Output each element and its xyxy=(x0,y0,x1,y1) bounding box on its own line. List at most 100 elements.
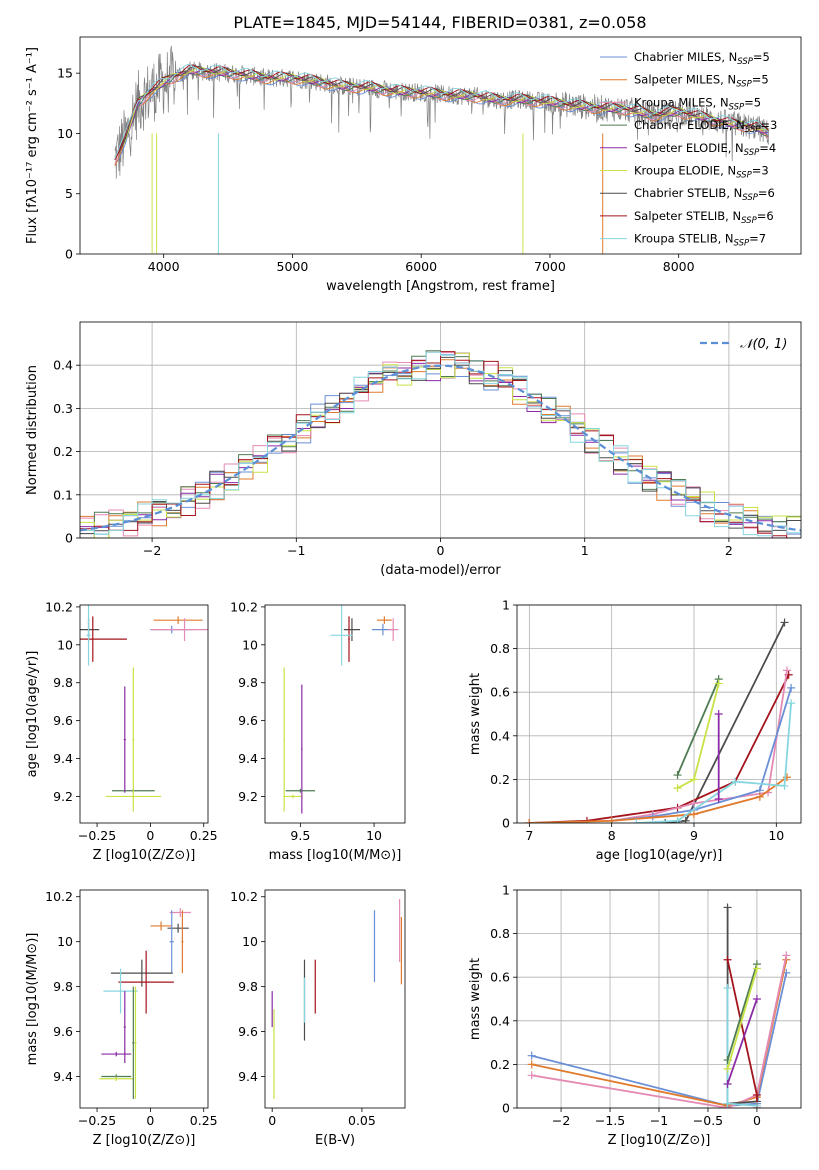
plot-area xyxy=(525,618,796,823)
y-tick-label: 10.2 xyxy=(45,889,73,904)
x-tick-label: 9.5 xyxy=(290,828,310,843)
weight-line-dgreen xyxy=(726,963,758,1061)
x-tick-label: 4000 xyxy=(148,259,180,274)
y-axis-label: mass weight xyxy=(468,958,483,1040)
x-axis-label: Z [log10(Z/Z⊙)] xyxy=(93,848,196,863)
weight-marker xyxy=(527,1060,536,1069)
y-tick-label: 0.4 xyxy=(490,728,510,743)
plot-area xyxy=(99,907,191,1100)
legend-label: Chabrier ELODIE, NSSP=3 xyxy=(634,118,777,135)
x-tick-label: −1 xyxy=(287,543,305,558)
y-tick-label: 10.2 xyxy=(230,889,258,904)
errorbar-point xyxy=(101,1051,132,1057)
errorbar-point xyxy=(330,605,353,666)
weight-marker xyxy=(782,951,791,960)
figure-title: PLATE=1845, MJD=54144, FIBERID=0381, z=0… xyxy=(233,13,646,32)
x-tick-label: 0 xyxy=(146,828,154,843)
legend-label: Chabrier STELIB, NSSP=6 xyxy=(634,186,775,203)
y-tick-label: 9.2 xyxy=(53,789,73,804)
errorbar-point xyxy=(132,667,135,812)
weight-marker xyxy=(661,819,670,823)
y-tick-label: 0.1 xyxy=(53,487,73,502)
errorbar-point xyxy=(80,616,127,662)
panel-massweight-vs-age: 7 8 9 10 0 0.2 0.4 0.6 0.8 1 age [log10(age/yr)] ma… xyxy=(468,598,802,863)
axes-frame xyxy=(79,36,802,255)
panel-residuals: −2 −1 0 1 2 0 0.1 0.2 0.3 0.4 (data-model)/error No… xyxy=(25,321,802,578)
weight-line-pink xyxy=(531,955,788,1108)
plot-area xyxy=(283,605,399,814)
panel-age-vs-mass: 9.5 10 9.2 9.4 9.6 9.8 10 10.2 mass [log10(M/M⊙)… xyxy=(230,599,406,863)
weight-marker xyxy=(755,792,764,801)
y-tick-label: 9.4 xyxy=(238,1069,258,1084)
x-axis-label: wavelength [Angstrom, rest frame] xyxy=(326,279,555,294)
y-tick-label: 0.8 xyxy=(490,926,510,941)
weight-line-dgreen xyxy=(676,678,720,776)
y-tick-label: 9.6 xyxy=(238,1024,258,1039)
y-tick-label: 9.8 xyxy=(53,675,73,690)
y-tick-label: 10 xyxy=(242,637,258,652)
x-tick-label: 0 xyxy=(146,1113,154,1128)
x-tick-label: −0.5 xyxy=(693,1113,723,1128)
errorbar-point xyxy=(284,794,302,799)
weight-marker xyxy=(723,1099,732,1108)
x-tick-label: 5000 xyxy=(277,259,309,274)
x-tick-label: 1 xyxy=(581,543,589,558)
y-axis-label: mass [log10(M/M⊙)] xyxy=(25,933,40,1066)
weight-marker xyxy=(673,816,682,823)
weight-marker xyxy=(723,1080,732,1089)
legend-label: Salpeter ELODIE, NSSP=4 xyxy=(634,141,776,158)
y-tick-label: 9.8 xyxy=(53,979,73,994)
axes-frame xyxy=(79,321,802,539)
errorbar-point xyxy=(343,618,361,642)
x-tick-label: 8 xyxy=(608,828,616,843)
weight-marker xyxy=(723,903,732,912)
weight-marker xyxy=(783,666,792,675)
errorbar-point xyxy=(134,986,137,1100)
y-tick-label: 1 xyxy=(502,598,510,613)
x-tick-label: 0.25 xyxy=(190,828,218,843)
weight-marker xyxy=(681,816,690,823)
model-line-yellow xyxy=(114,66,769,158)
y-tick-label: 0.2 xyxy=(53,444,73,459)
axes-frame xyxy=(516,889,802,1109)
weight-marker xyxy=(673,784,682,793)
weight-marker xyxy=(752,1090,761,1099)
normal-curve xyxy=(80,364,801,532)
weight-marker xyxy=(689,775,698,784)
weight-line-yellow xyxy=(726,968,758,1070)
errorbar-point xyxy=(301,684,303,814)
errorbar-point xyxy=(169,907,191,917)
y-tick-label: 9.2 xyxy=(238,789,258,804)
legend-label: Kroupa ELODIE, NSSP=3 xyxy=(634,164,769,181)
weight-marker xyxy=(527,1051,536,1060)
errorbar-point xyxy=(151,618,208,642)
errorbar-point xyxy=(377,616,392,624)
x-axis-label: E(B-V) xyxy=(315,1133,355,1148)
panel-mass-vs-Z: −0.25 0 0.25 9.4 9.6 9.8 10 10.2 Z [log10(Z/Z⊙)]… xyxy=(25,889,218,1148)
y-tick-label: 9.4 xyxy=(53,751,73,766)
weight-marker xyxy=(731,777,740,786)
histogram-cyan xyxy=(80,351,801,537)
y-tick-label: 9.8 xyxy=(238,979,258,994)
y-tick-label: 15 xyxy=(57,66,73,81)
weight-marker xyxy=(752,1101,761,1108)
y-tick-label: 0.2 xyxy=(490,772,510,787)
y-tick-label: 9.6 xyxy=(238,713,258,728)
errorbar-point xyxy=(103,968,138,1014)
x-tick-label: −0.25 xyxy=(78,828,116,843)
y-tick-label: 0.3 xyxy=(53,401,73,416)
x-axis-label: Z [log10(Z/Z⊙)] xyxy=(93,1133,196,1148)
errorbar-point xyxy=(123,991,126,1064)
x-tick-label: 0.05 xyxy=(348,1113,376,1128)
y-tick-label: 0.4 xyxy=(53,358,73,373)
x-tick-label: 9 xyxy=(690,828,698,843)
plot-area xyxy=(114,45,770,254)
x-axis-label: age [log10(age/yr)] xyxy=(596,848,723,863)
panel-spectrum: 4000 5000 6000 7000 8000 0 5 10 15 wavelength [An… xyxy=(25,36,802,294)
legend-label: Kroupa MILES, NSSP=5 xyxy=(634,95,761,112)
weight-marker xyxy=(787,699,796,708)
weight-marker xyxy=(723,1064,732,1073)
errorbar-point xyxy=(388,618,399,642)
plot-area xyxy=(80,605,208,812)
y-tick-label: 10 xyxy=(57,637,73,652)
